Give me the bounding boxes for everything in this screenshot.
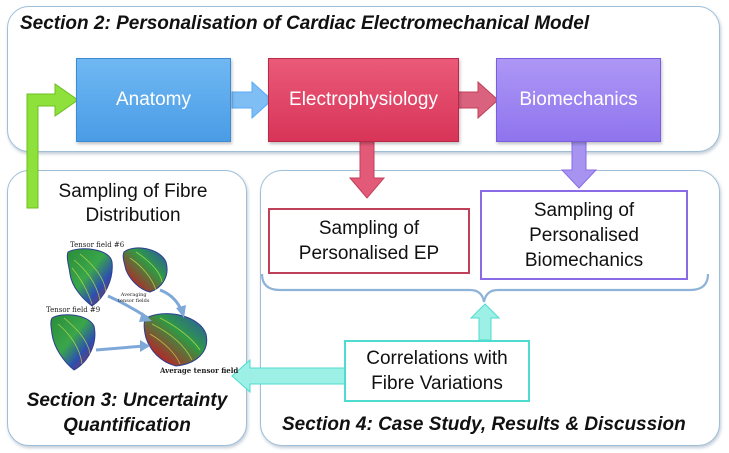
correlations-line1: Correlations with — [366, 348, 508, 369]
bio-sampling-line3: Biomechanics — [524, 249, 644, 271]
heart-tensor9 — [50, 314, 96, 371]
section3-title-line1: Section 3: Uncertainty — [26, 390, 228, 411]
fibre-sampling-line2: Distribution — [85, 205, 181, 226]
averaging-label-line2: tensor fields — [118, 298, 150, 304]
arrow-corr-left — [231, 358, 346, 394]
arrow-ep-to-bio — [457, 80, 499, 120]
anatomy-box: Anatomy — [76, 58, 231, 142]
averaging-arrow-3 — [95, 344, 145, 352]
ep-sampling-box: Sampling of Personalised EP — [268, 208, 470, 274]
section2-title: Section 2: Personalisation of Cardiac El… — [20, 13, 590, 34]
green-elbow-arrow — [26, 83, 79, 209]
section3-panel — [7, 170, 247, 446]
biomechanics-label: Biomechanics — [519, 89, 638, 110]
bio-sampling-line2: Personalised — [529, 224, 639, 246]
fibre-sampling-text: Sampling of Fibre Distribution — [28, 180, 238, 228]
bio-sampling-box: Sampling of Personalised Biomechanics — [480, 190, 688, 280]
heart-average — [143, 313, 208, 367]
electrophysiology-box: Electrophysiology — [268, 58, 459, 142]
tensor6-label: Tensor field #6 — [70, 241, 125, 249]
anatomy-label: Anatomy — [116, 89, 191, 110]
arrow-corr-up — [469, 303, 501, 341]
tensor9-label: Tensor field #9 — [46, 306, 101, 314]
section4-title: Section 4: Case Study, Results & Discuss… — [282, 414, 686, 435]
brace — [260, 273, 710, 303]
heart-tensor-top-right — [122, 247, 168, 293]
average-tensor-label: Average tensor field — [160, 366, 239, 375]
correlations-line2: Fibre Variations — [371, 373, 503, 394]
correlations-box: Correlations with Fibre Variations — [344, 340, 530, 402]
ep-sampling-line2: Personalised EP — [298, 243, 440, 264]
section3-title-line2: Quantification — [63, 415, 191, 436]
arrow-ep-down — [348, 139, 386, 199]
electrophysiology-label: Electrophysiology — [289, 89, 438, 110]
averaging-label: Averaging tensor fields — [118, 292, 149, 304]
biomechanics-box: Biomechanics — [496, 58, 661, 142]
fibre-sampling-line1: Sampling of Fibre — [58, 181, 208, 202]
averaging-label-line1: Averaging — [120, 292, 147, 298]
section3-title: Section 3: Uncertainty Quantification — [10, 388, 244, 438]
ep-sampling-line1: Sampling of — [318, 218, 420, 239]
bio-sampling-line1: Sampling of — [533, 199, 635, 221]
arrow-anatomy-to-ep — [231, 80, 273, 120]
arrow-bio-down — [560, 137, 598, 189]
